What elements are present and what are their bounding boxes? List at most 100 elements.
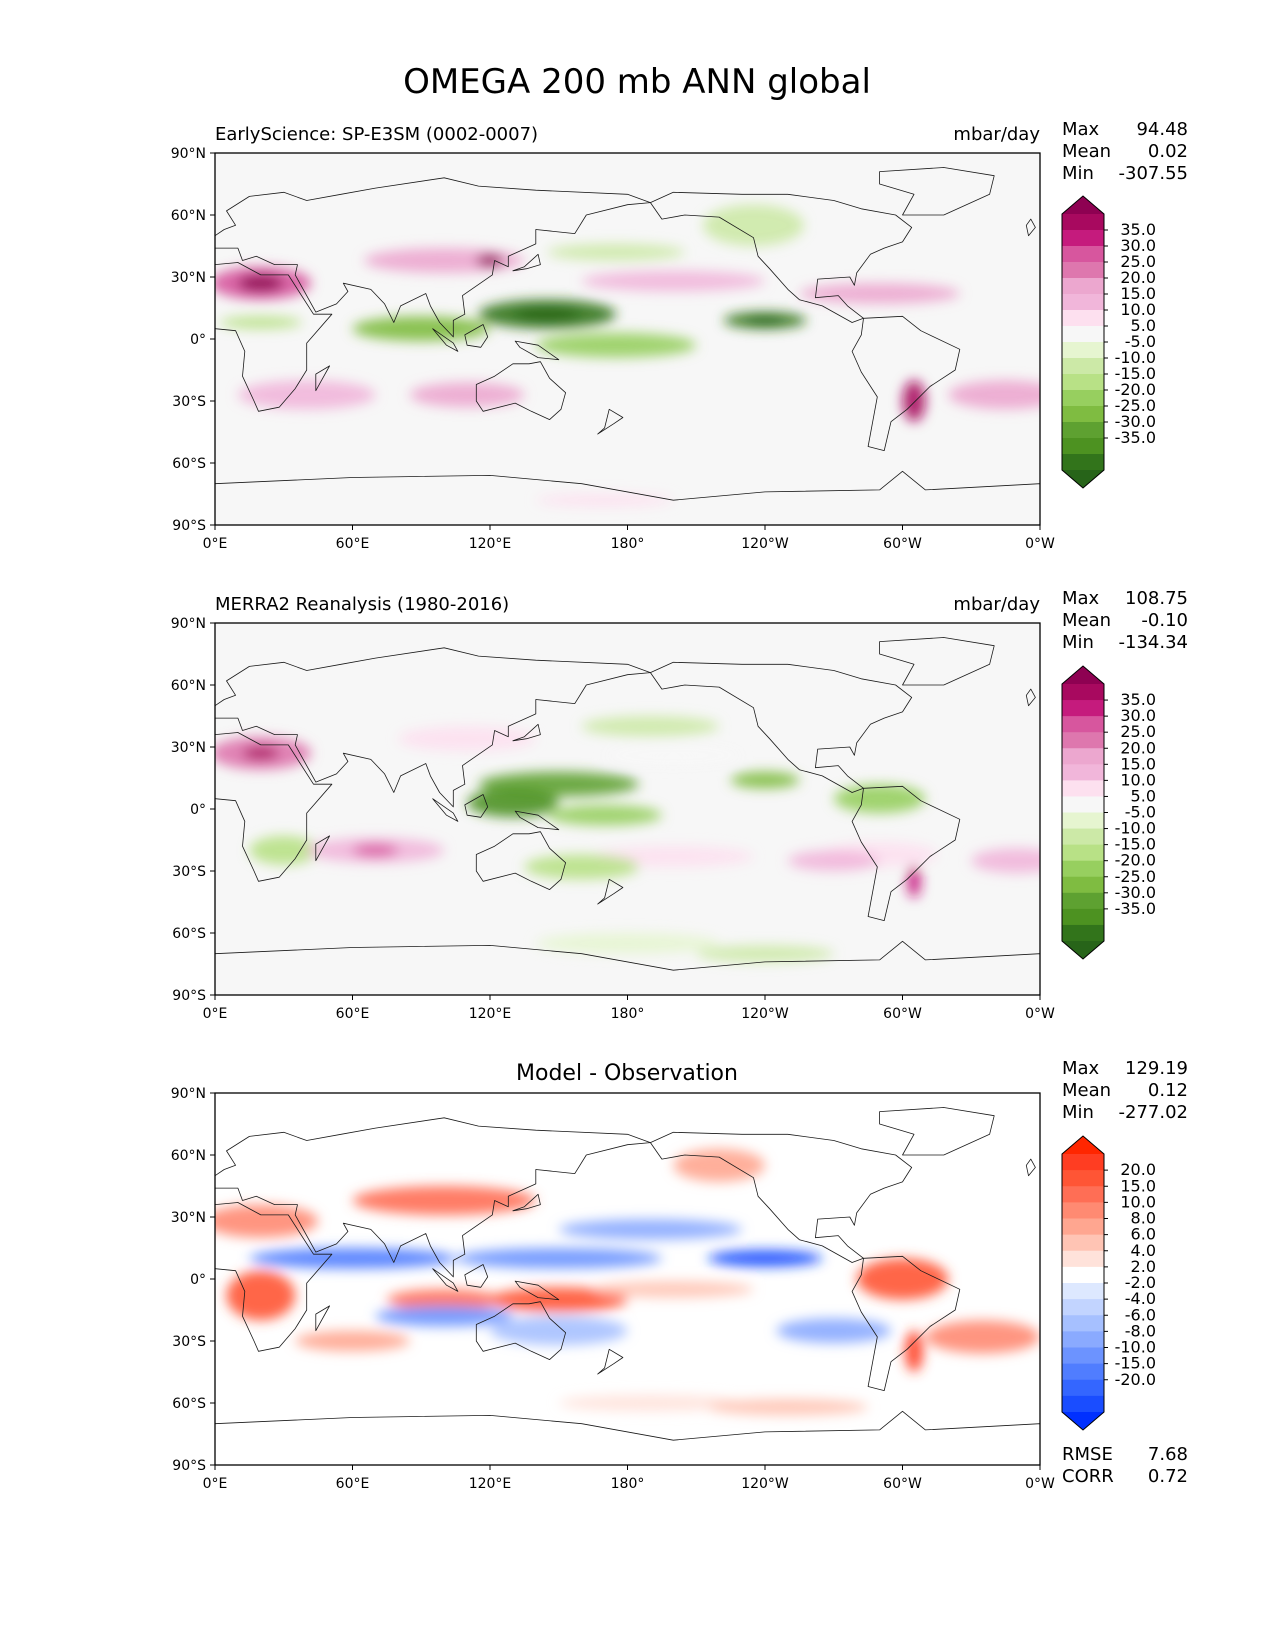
y-tick-label: 60°S xyxy=(172,456,206,472)
colorbar-swatch xyxy=(1062,716,1104,733)
colorbar-extend-max xyxy=(1062,666,1104,684)
colorbar-swatch xyxy=(1062,860,1104,878)
field-anomaly xyxy=(219,316,303,329)
stat-mean-label: Mean xyxy=(1062,1080,1111,1101)
coastline xyxy=(597,878,624,905)
y-tick-label: 60°S xyxy=(172,1396,206,1412)
stat-min-value: -277.02 xyxy=(1119,1102,1188,1123)
coastline xyxy=(514,1280,560,1301)
colorbar-label: -10.0 xyxy=(1115,1338,1156,1357)
stat-max-value: 108.75 xyxy=(1125,588,1188,609)
coastline xyxy=(879,1107,995,1156)
colorbar-label: 35.0 xyxy=(1120,690,1156,709)
field-anomaly xyxy=(746,316,784,325)
x-tick-label: 120°E xyxy=(469,536,512,552)
field-anomaly xyxy=(215,1204,319,1238)
x-tick-label: 120°W xyxy=(741,1006,789,1022)
y-tick-label: 0° xyxy=(190,332,206,348)
coastline xyxy=(215,470,1040,525)
x-tick-label: 120°E xyxy=(469,1476,512,1492)
colorbar-swatch xyxy=(1062,422,1104,439)
field-anomaly xyxy=(581,716,720,737)
panel-test-title: EarlyScience: SP-E3SM (0002-0007) xyxy=(215,124,538,145)
field-anomaly xyxy=(226,1270,296,1321)
field-anomaly xyxy=(455,1248,662,1269)
field-anomaly xyxy=(467,788,559,818)
colorbar-label: 15.0 xyxy=(1120,284,1156,303)
coastline xyxy=(597,408,624,435)
panel-test-stats: Max 94.48 Mean 0.02 Min -307.55 xyxy=(1062,119,1188,184)
field-anomaly xyxy=(249,835,319,865)
field-anomaly xyxy=(547,243,685,261)
y-tick-label: 30°S xyxy=(172,1334,206,1350)
panel-ref-stats: Max 108.75 Mean -0.10 Min -134.34 xyxy=(1062,588,1188,653)
coastline xyxy=(315,365,330,392)
y-tick-label: 90°N xyxy=(171,146,206,162)
field-anomaly xyxy=(535,494,674,507)
field-anomaly xyxy=(776,1318,892,1344)
y-tick-label: 30°N xyxy=(171,270,206,286)
colorbar-extend-min xyxy=(1062,1412,1104,1430)
coastline xyxy=(215,732,333,882)
field-anomaly xyxy=(902,380,926,422)
colorbar-swatch xyxy=(1062,1363,1104,1381)
colorbar-swatch xyxy=(1062,406,1104,423)
y-tick-label: 0° xyxy=(190,802,206,818)
coastline xyxy=(475,831,566,890)
colorbar-label: -15.0 xyxy=(1115,364,1156,383)
coastline xyxy=(1025,1158,1036,1177)
stat-min-value: -307.55 xyxy=(1119,163,1188,184)
panel-diff-axes: 0°E 60°E 120°E 180° 120°W 60°W 0°W 90°N 60°N 30°N… xyxy=(171,1086,1055,1492)
stat-mean-label: Mean xyxy=(1062,141,1111,162)
field-anomaly xyxy=(948,380,1040,410)
colorbar-extend-max xyxy=(1062,196,1104,214)
field-anomaly xyxy=(925,1320,1040,1354)
coastline xyxy=(215,262,333,412)
colorbar-outline xyxy=(1061,195,1105,489)
field-anomaly xyxy=(547,804,662,826)
x-tick-label: 120°E xyxy=(469,1006,512,1022)
colorbar-swatch xyxy=(1062,1347,1104,1365)
colorbar-label: 10.0 xyxy=(1120,770,1156,789)
field-anomaly xyxy=(237,380,376,410)
panel-diff-colorbar: 20.015.010.08.06.04.02.0-2.0-4.0-6.0-8.0… xyxy=(1061,1135,1156,1431)
coastline xyxy=(315,835,330,862)
colorbar-swatch xyxy=(1062,796,1104,814)
field-anomaly xyxy=(833,784,926,814)
x-tick-label: 0°W xyxy=(1025,1476,1055,1492)
x-tick-label: 0°E xyxy=(203,1476,228,1492)
coastline xyxy=(851,785,961,921)
coastline xyxy=(597,1348,624,1375)
colorbar-swatch xyxy=(1062,812,1104,830)
colorbar-swatch xyxy=(1062,828,1104,846)
coastline xyxy=(215,940,1040,995)
colorbar-label: -5.0 xyxy=(1125,332,1156,351)
coastline xyxy=(879,167,995,216)
colorbar-swatch xyxy=(1062,214,1104,231)
colorbar-extend-min xyxy=(1062,470,1104,488)
field-anomaly xyxy=(581,270,765,292)
colorbar-swatch xyxy=(1062,780,1104,798)
coastline xyxy=(315,1305,330,1332)
panel-test: EarlyScience: SP-E3SM (0002-0007) mbar/d… xyxy=(171,119,1188,552)
field-anomaly xyxy=(593,1281,754,1298)
colorbar-swatch xyxy=(1062,1218,1104,1236)
x-tick-label: 0°E xyxy=(203,1006,228,1022)
field-anomaly xyxy=(707,1398,869,1416)
x-tick-label: 60°W xyxy=(883,1476,922,1492)
stat-mean-value: 0.12 xyxy=(1148,1080,1188,1101)
field-anomaly xyxy=(730,771,800,789)
coastline xyxy=(464,324,489,348)
coastline xyxy=(475,361,566,420)
coastline xyxy=(851,315,961,451)
coastlines xyxy=(215,637,1040,995)
colorbar-swatch xyxy=(1062,1154,1104,1171)
y-tick-label: 90°S xyxy=(172,988,206,1004)
coastline xyxy=(432,798,459,822)
coastlines xyxy=(215,1107,1040,1465)
colorbar-label: 20.0 xyxy=(1120,268,1156,287)
y-tick-label: 30°S xyxy=(172,394,206,410)
field-anomaly xyxy=(604,745,743,766)
colorbar-label: 8.0 xyxy=(1131,1209,1156,1228)
coastline xyxy=(215,1117,651,1278)
